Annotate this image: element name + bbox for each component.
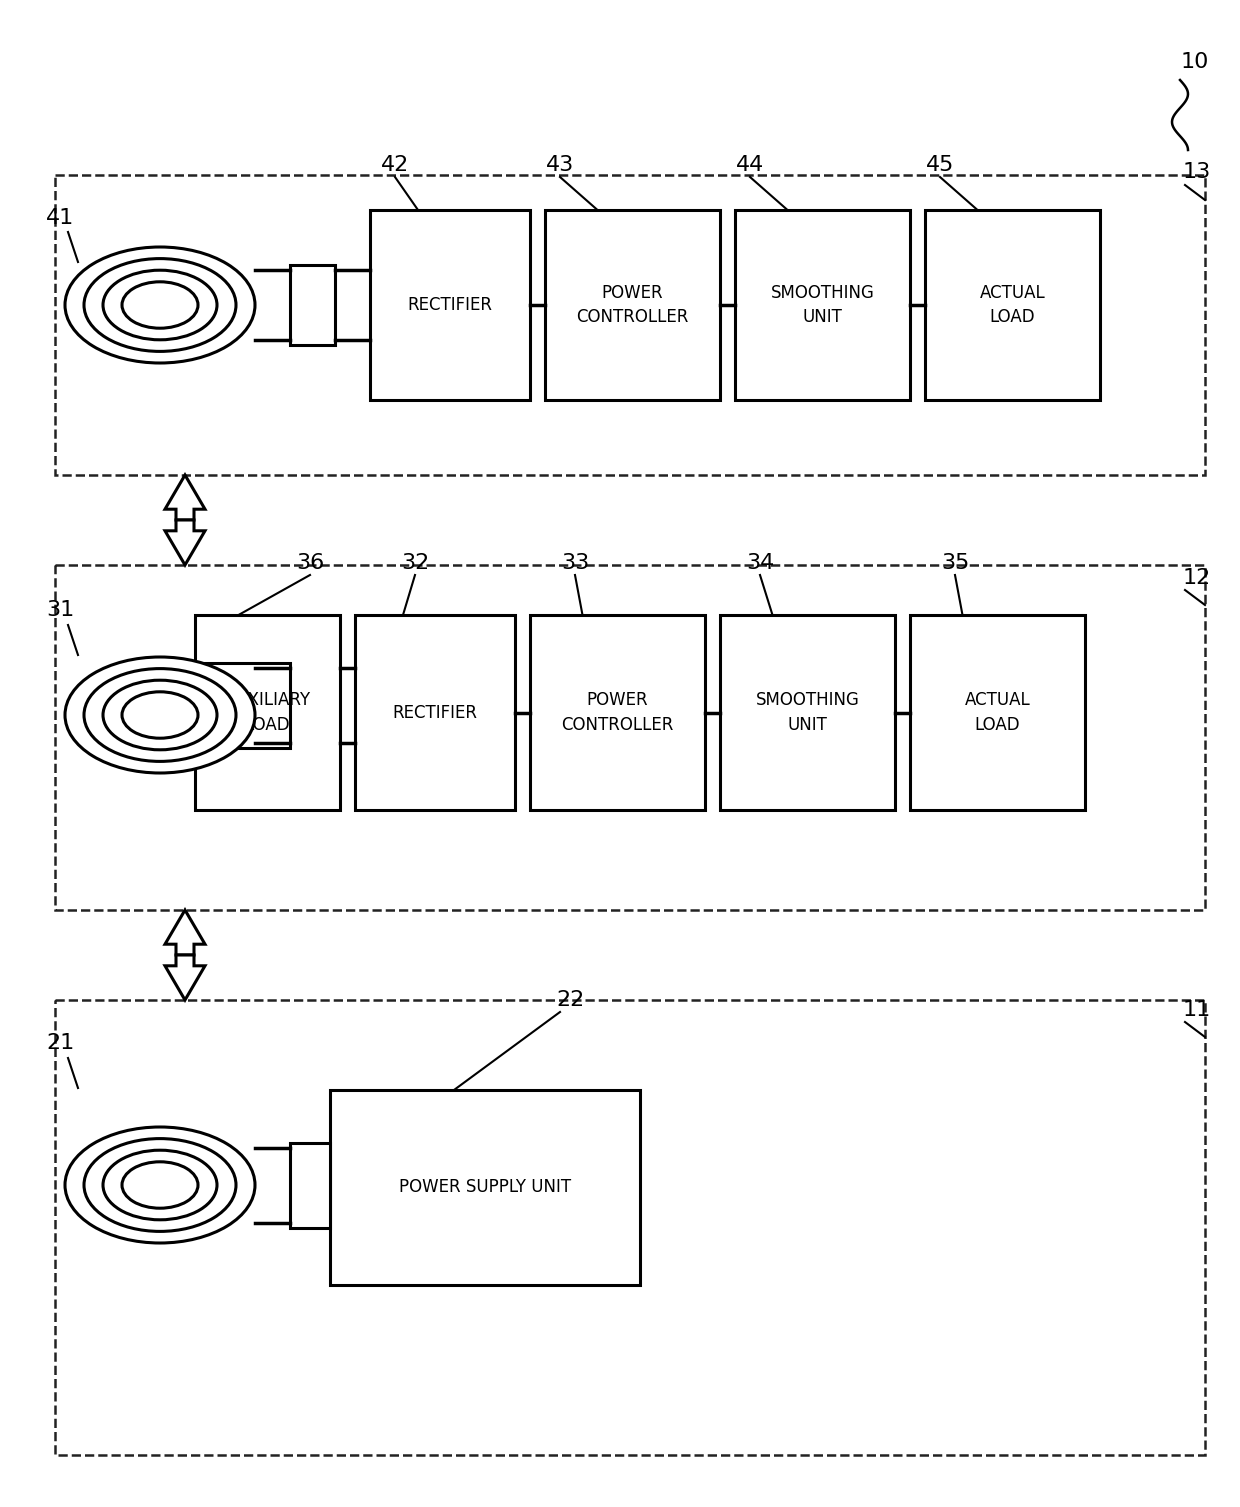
Bar [290, 1142, 330, 1228]
Polygon shape [165, 475, 205, 520]
Bar [925, 209, 1100, 399]
Bar [355, 615, 515, 809]
Text: 11: 11 [1183, 1001, 1211, 1020]
Text: 36: 36 [296, 553, 324, 573]
Ellipse shape [122, 692, 198, 738]
Bar [735, 209, 910, 399]
Ellipse shape [84, 1139, 236, 1231]
Text: AUXILIARY
LOAD: AUXILIARY LOAD [224, 692, 310, 734]
Bar [290, 265, 335, 345]
Text: 31: 31 [46, 600, 74, 619]
Text: ACTUAL
LOAD: ACTUAL LOAD [980, 283, 1045, 327]
Text: SMOOTHING
UNIT: SMOOTHING UNIT [770, 283, 874, 327]
Text: 12: 12 [1183, 568, 1211, 588]
Polygon shape [165, 910, 205, 955]
Bar [55, 565, 1205, 910]
Text: 42: 42 [381, 155, 409, 175]
Text: 33: 33 [560, 553, 589, 573]
Ellipse shape [64, 1127, 255, 1243]
Ellipse shape [84, 669, 236, 761]
Text: 32: 32 [401, 553, 429, 573]
Text: 21: 21 [46, 1032, 74, 1053]
Ellipse shape [103, 270, 217, 339]
Ellipse shape [122, 282, 198, 329]
Bar [720, 615, 895, 809]
Bar [195, 615, 340, 809]
Ellipse shape [64, 247, 255, 363]
Text: 34: 34 [746, 553, 774, 573]
Text: 41: 41 [46, 208, 74, 228]
Bar [330, 1090, 640, 1285]
Text: 45: 45 [926, 155, 955, 175]
Polygon shape [165, 520, 205, 565]
Bar [546, 209, 720, 399]
Ellipse shape [84, 259, 236, 351]
Text: 35: 35 [941, 553, 970, 573]
Ellipse shape [103, 1150, 217, 1219]
Bar [529, 615, 706, 809]
Polygon shape [165, 955, 205, 1001]
Text: 44: 44 [735, 155, 764, 175]
Ellipse shape [103, 680, 217, 750]
Text: SMOOTHING
UNIT: SMOOTHING UNIT [755, 692, 859, 734]
Text: 22: 22 [556, 990, 584, 1010]
Text: POWER
CONTROLLER: POWER CONTROLLER [577, 283, 688, 327]
Ellipse shape [122, 1162, 198, 1209]
Bar [370, 209, 529, 399]
Bar [55, 175, 1205, 475]
Text: 13: 13 [1183, 161, 1211, 182]
Text: RECTIFIER: RECTIFIER [393, 704, 477, 722]
Text: ACTUAL
LOAD: ACTUAL LOAD [965, 692, 1030, 734]
Text: RECTIFIER: RECTIFIER [408, 295, 492, 313]
Bar [55, 1001, 1205, 1454]
Bar [910, 615, 1085, 809]
Text: POWER SUPPLY UNIT: POWER SUPPLY UNIT [399, 1178, 572, 1197]
Text: 10: 10 [1180, 53, 1209, 72]
Ellipse shape [64, 657, 255, 773]
Text: POWER
CONTROLLER: POWER CONTROLLER [562, 692, 673, 734]
Text: 43: 43 [546, 155, 574, 175]
Bar [195, 663, 290, 747]
